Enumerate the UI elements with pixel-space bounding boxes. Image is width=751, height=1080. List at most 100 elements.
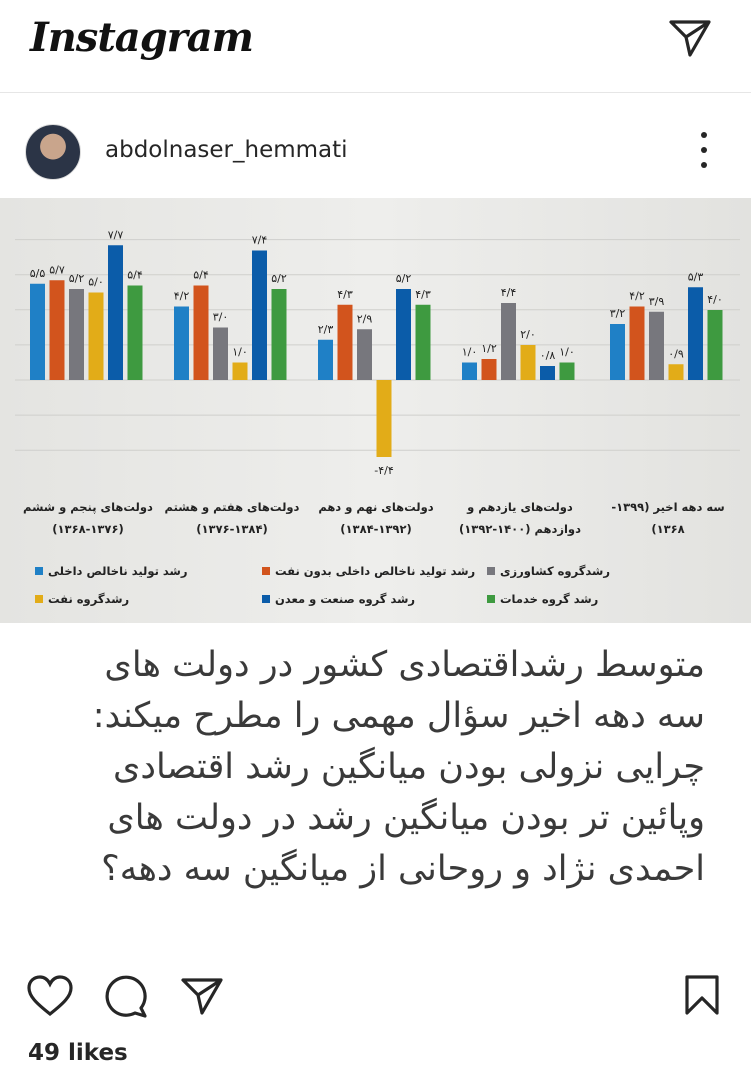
data-label: ۵/۰ — [88, 276, 104, 289]
bar — [520, 345, 536, 380]
data-label: ۵/۵ — [30, 267, 46, 280]
bar — [376, 380, 392, 457]
legend-swatch — [487, 595, 495, 603]
category-label-line: سه دهه اخیر (۱۳۹۹- — [611, 500, 725, 514]
legend-swatch — [262, 567, 270, 575]
data-label: ۲/۰ — [520, 328, 536, 341]
data-label: ۵/۲ — [271, 272, 287, 285]
data-label: ۳/۹ — [649, 295, 665, 308]
username[interactable]: abdolnaser_hemmati — [105, 137, 348, 163]
more-vertical-icon[interactable] — [696, 132, 712, 168]
data-label: ۴/۴ — [501, 286, 517, 299]
legend-swatch — [262, 595, 270, 603]
post-image-chart: ۵/۵ ۴/۲ ۲/۳ ۱/۰ ۳/۲ ۵/۷ ۵/۴ ۴/۳ ۱/۲ ۴/۲ ۵/۲ ۳/۰ ۲/۹ ۴… — [0, 198, 751, 623]
data-label: ۵/۴ — [193, 269, 209, 282]
data-label: ۱/۲ — [481, 342, 497, 355]
category-label-line: ۱۳۶۸) — [651, 522, 685, 536]
instagram-logo[interactable]: Instagram — [30, 14, 254, 61]
category-label-line: (۱۳۷۶-۱۳۸۴) — [196, 522, 268, 536]
bar — [481, 359, 497, 380]
data-label: ۵/۴ — [127, 269, 143, 282]
bar — [668, 364, 684, 380]
data-label: ۷/۷ — [108, 228, 124, 241]
bar — [69, 289, 84, 380]
data-label: ۴/۲ — [174, 290, 190, 303]
share-icon[interactable] — [180, 976, 224, 1016]
bar — [688, 287, 703, 380]
bar — [649, 311, 664, 380]
data-label: ۲/۳ — [318, 323, 334, 336]
caption-line: سه دهه اخیر سؤال مهمی را مطرح میکند: — [92, 696, 705, 736]
legend-item: رشدگروه کشاورزی — [487, 564, 610, 578]
legend-item: رشد تولید ناخالص داخلی بدون نفت — [262, 564, 475, 578]
legend-label: رشد گروه خدمات — [500, 592, 599, 606]
bar — [462, 362, 477, 380]
bar — [88, 292, 104, 380]
legend-item: رشدگروه نفت — [35, 592, 129, 606]
bar — [501, 303, 516, 380]
bar — [213, 327, 228, 380]
legend-item: رشد گروه صنعت و معدن — [262, 592, 415, 606]
data-label: ۱/۰ — [462, 346, 478, 359]
data-label: ۵/۳ — [688, 270, 704, 283]
data-label: ۱/۰ — [559, 346, 575, 359]
comment-bubble-icon[interactable] — [103, 975, 149, 1019]
bar-chart: ۵/۵ ۴/۲ ۲/۳ ۱/۰ ۳/۲ ۵/۷ ۵/۴ ۴/۳ ۱/۲ ۴/۲ ۵/۲ ۳/۰ ۲/۹ ۴… — [15, 228, 740, 477]
data-label: ۳/۲ — [610, 307, 626, 320]
bar — [30, 283, 45, 380]
data-label: ۵/۷ — [49, 263, 65, 276]
likes-count[interactable]: 49 likes — [28, 1040, 128, 1066]
data-label: ۵/۲ — [396, 272, 412, 285]
category-label-line: دولت‌های نهم و دهم — [318, 500, 434, 514]
bar — [193, 285, 209, 380]
legend-swatch — [487, 567, 495, 575]
divider — [0, 92, 751, 93]
category-label-line: (۱۳۶۸-۱۳۷۶) — [52, 522, 124, 536]
data-label: ۱/۰ — [232, 346, 248, 359]
caption-line: متوسط رشداقتصادی کشور در دولت های — [104, 645, 705, 685]
bookmark-icon[interactable] — [684, 974, 720, 1016]
data-label: ۴/۳ — [337, 288, 353, 301]
caption-line: احمدی نژاد و روحانی از میانگین سه دهه؟ — [101, 849, 705, 889]
avatar[interactable] — [25, 124, 81, 180]
data-label: -۴/۴ — [374, 464, 394, 477]
data-label: ۰/۹ — [668, 347, 684, 360]
category-label: سه دهه اخیر (۱۳۹۹- ۱۳۶۸) — [593, 496, 743, 540]
data-label: ۷/۴ — [252, 234, 268, 247]
heart-icon[interactable] — [26, 975, 74, 1017]
legend-swatch — [35, 567, 43, 575]
bar — [127, 285, 143, 380]
data-label: ۴/۳ — [415, 288, 431, 301]
paper-plane-icon[interactable] — [668, 18, 712, 58]
data-label: ۳/۰ — [213, 311, 229, 324]
legend-item: رشد تولید ناخالص داخلی — [35, 564, 187, 578]
bar — [318, 339, 333, 380]
bar — [252, 250, 267, 380]
data-label: ۲/۹ — [357, 312, 373, 325]
legend-label: رشد گروه صنعت و معدن — [275, 592, 416, 606]
category-label-line: دولت‌های هفتم و هشتم — [164, 500, 300, 514]
bar — [396, 289, 411, 380]
bar — [707, 310, 723, 380]
caption-line: چرایی نزولی بودن میانگین رشد اقتصادی — [113, 747, 705, 787]
bar — [559, 362, 575, 380]
category-label: دولت‌های نهم و دهم (۱۳۸۴-۱۳۹۲) — [301, 496, 451, 540]
legend-label: رشد تولید ناخالص داخلی — [48, 564, 188, 578]
legend-item: رشد گروه خدمات — [487, 592, 598, 606]
bar — [49, 280, 65, 380]
bar — [232, 362, 248, 380]
data-label: ۴/۰ — [707, 293, 723, 306]
bar — [357, 329, 372, 380]
bar — [415, 304, 431, 380]
category-label-line: (۱۳۸۴-۱۳۹۲) — [340, 522, 412, 536]
bar — [271, 289, 287, 380]
legend-swatch — [35, 595, 43, 603]
category-label: دولت‌های هفتم و هشتم (۱۳۷۶-۱۳۸۴) — [157, 496, 307, 540]
data-label: ۴/۲ — [629, 290, 645, 303]
legend-label: رشد تولید ناخالص داخلی بدون نفت — [275, 564, 476, 578]
category-label-line: دوازدهم (۱۴۰۰-۱۳۹۲) — [459, 522, 581, 536]
post-caption: متوسط رشداقتصادی کشور در دولت های سه دهه… — [40, 640, 705, 895]
category-label-line: دولت‌های پنجم و ششم — [23, 500, 153, 514]
legend-label: رشدگروه کشاورزی — [500, 564, 610, 578]
category-label: دولت‌های یازدهم و دوازدهم (۱۴۰۰-۱۳۹۲) — [445, 496, 595, 540]
